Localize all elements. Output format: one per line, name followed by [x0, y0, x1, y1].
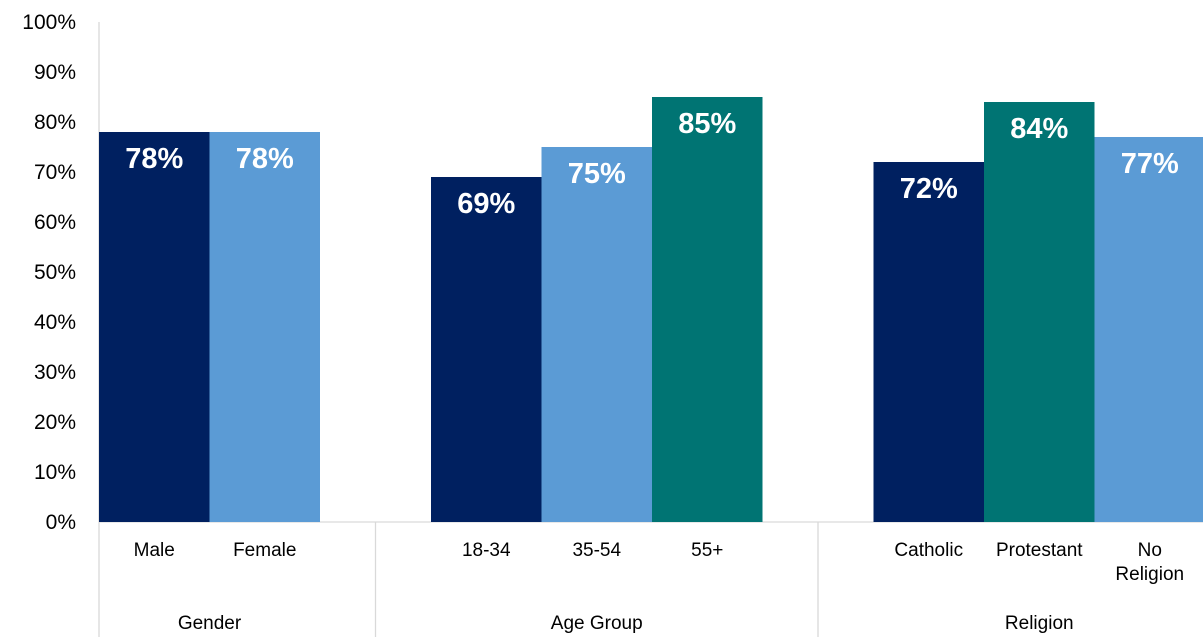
- data-label: 77%: [1121, 148, 1179, 180]
- category-labels: Male Female 18-34 35-54 55+ Catholic Protestan…: [134, 540, 1184, 585]
- y-tick-label: 70%: [34, 161, 76, 184]
- y-tick-label: 20%: [34, 411, 76, 434]
- y-tick-label: 0%: [46, 511, 76, 534]
- group-labels: Gender Age Group Religion: [178, 613, 1074, 634]
- y-tick-label: 60%: [34, 211, 76, 234]
- y-tick-label: 50%: [34, 261, 76, 284]
- category-label: 18-34: [462, 540, 511, 561]
- y-tick-label: 100%: [22, 11, 76, 34]
- data-label: 72%: [900, 173, 958, 205]
- bar: [873, 162, 984, 522]
- data-label: 69%: [457, 188, 515, 220]
- y-tick-label: 90%: [34, 61, 76, 84]
- data-label: 78%: [125, 143, 183, 175]
- category-label: Female: [233, 540, 296, 561]
- y-tick-label: 40%: [34, 311, 76, 334]
- bar: [209, 132, 320, 522]
- data-label: 84%: [1010, 113, 1068, 145]
- bar: [431, 177, 542, 522]
- y-tick-label: 80%: [34, 111, 76, 134]
- bar: [99, 132, 210, 522]
- category-label: 55+: [691, 540, 723, 561]
- group-label: Gender: [178, 613, 242, 634]
- group-label: Religion: [1005, 613, 1074, 634]
- bar: [652, 97, 763, 522]
- data-label: 78%: [236, 143, 294, 175]
- data-label: 75%: [568, 158, 626, 190]
- group-label: Age Group: [551, 613, 643, 634]
- y-tick-label: 10%: [34, 461, 76, 484]
- bar: [984, 102, 1095, 522]
- bars: 78% 78% 69% 75% 85% 72% 84% 77%: [99, 97, 1203, 522]
- category-label: 35-54: [572, 540, 621, 561]
- category-label: Male: [134, 540, 175, 561]
- y-tick-label: 30%: [34, 361, 76, 384]
- bar: [1094, 137, 1203, 522]
- category-label: Catholic: [894, 540, 963, 561]
- data-label: 85%: [678, 108, 736, 140]
- category-label: Protestant: [996, 540, 1083, 561]
- bar: [541, 147, 652, 522]
- category-label: No Religion: [1115, 540, 1184, 585]
